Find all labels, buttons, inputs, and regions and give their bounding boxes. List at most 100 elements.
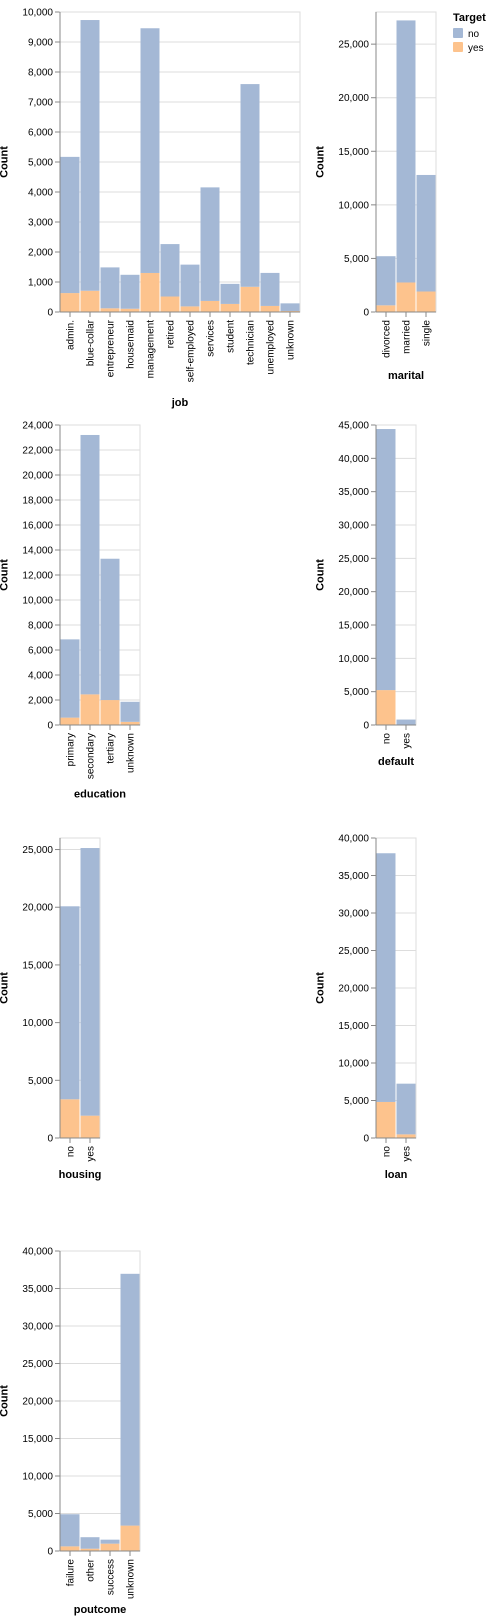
chart-loan-ytick-label: 5,000 (344, 1096, 369, 1107)
chart-poutcome-y-title: Count (0, 1385, 10, 1417)
chart-poutcome-bar-no (121, 1274, 140, 1526)
chart-education-ytick-label: 16,000 (22, 521, 53, 532)
chart-default-bar-no (377, 429, 396, 690)
chart-housing-ytick-label: 0 (47, 1134, 53, 1145)
chart-poutcome-bar-no (81, 1537, 100, 1548)
chart-education-xtick-label: primary (66, 733, 77, 766)
chart-job-xtick-label: management (146, 320, 157, 379)
chart-marital-ytick-label: 20,000 (338, 93, 369, 104)
chart-education-bar-no (61, 639, 80, 717)
chart-default-xtick-label: yes (402, 733, 413, 749)
chart-default-y-title: Count (314, 559, 326, 591)
chart-education-bar-no (81, 435, 100, 694)
chart-education-y-title: Count (0, 559, 10, 591)
chart-marital-xtick-label: divorced (382, 320, 393, 358)
chart-default-ytick-label: 25,000 (338, 554, 369, 565)
chart-default-xtick-label: no (382, 733, 393, 745)
chart-job-ytick-label: 1,000 (28, 278, 53, 289)
chart-loan-x-title: loan (385, 1169, 408, 1181)
chart-poutcome-xtick-label: success (106, 1559, 117, 1595)
chart-marital: 0 5,000 10,000 15,000 20,000 25,000 divorced ma… (314, 12, 436, 382)
chart-loan-xtick-label: yes (402, 1146, 413, 1162)
chart-poutcome-ytick-label: 25,000 (22, 1359, 53, 1370)
chart-job-ytick-label: 8,000 (28, 68, 53, 79)
chart-poutcome-ytick-label: 35,000 (22, 1284, 53, 1295)
chart-job-xtick-label: unknown (286, 320, 297, 360)
chart-default-ytick-label: 30,000 (338, 521, 369, 532)
chart-marital-bar-yes (377, 305, 396, 312)
chart-marital-y-title: Count (314, 146, 326, 178)
chart-job-y-title: Count (0, 146, 10, 178)
chart-job-bar-no (221, 284, 240, 304)
chart-marital-ytick-label: 15,000 (338, 147, 369, 158)
chart-job-x-title: job (171, 397, 189, 409)
chart-housing-bar-yes (61, 1099, 80, 1138)
legend: Target no yes (453, 12, 486, 54)
chart-job-xtick-label: technician (246, 320, 257, 365)
chart-education-xtick-label: secondary (86, 733, 97, 779)
chart-job-xtick-label: self-employed (186, 320, 197, 382)
chart-job-bar-yes (101, 308, 120, 312)
chart-default-ytick-label: 35,000 (338, 487, 369, 498)
chart-job-xtick-label: retired (166, 320, 177, 348)
chart-default-ytick-label: 40,000 (338, 454, 369, 465)
chart-education-bar-yes (61, 718, 80, 725)
chart-job-xtick-label: housemaid (126, 320, 137, 369)
chart-poutcome-ytick-label: 0 (47, 1547, 53, 1558)
chart-education-bar-yes (101, 700, 120, 725)
chart-poutcome-bar-no (61, 1514, 80, 1546)
chart-loan-ytick-label: 25,000 (338, 946, 369, 957)
chart-housing-ytick-label: 25,000 (22, 845, 53, 856)
chart-loan-ytick-label: 35,000 (338, 871, 369, 882)
chart-housing-xtick-label: no (66, 1146, 77, 1158)
chart-education-ytick-label: 0 (47, 721, 53, 732)
chart-marital-bar-yes (397, 282, 416, 312)
chart-job-xtick-label: services (206, 320, 217, 357)
chart-poutcome-x-title: poutcome (74, 1604, 127, 1616)
chart-loan-ytick-label: 40,000 (338, 834, 369, 845)
chart-job-bar-yes (221, 304, 240, 312)
chart-job-ytick-label: 6,000 (28, 128, 53, 139)
chart-loan-ytick-label: 20,000 (338, 984, 369, 995)
legend-swatch-no (453, 28, 463, 38)
chart-job-bar-yes (201, 301, 220, 312)
chart-marital-bar-no (397, 20, 416, 282)
chart-loan-bar-no (377, 853, 396, 1102)
chart-job-xtick-label: blue-collar (86, 319, 97, 366)
chart-housing-ytick-label: 20,000 (22, 903, 53, 914)
chart-housing-bar-no (81, 848, 100, 1116)
chart-job-bar-no (181, 265, 200, 307)
chart-poutcome-xtick-label: other (86, 1558, 97, 1581)
chart-education-ytick-label: 2,000 (28, 696, 53, 707)
chart-job-ytick-label: 3,000 (28, 218, 53, 229)
chart-education-ytick-label: 6,000 (28, 646, 53, 657)
legend-label-no: no (468, 29, 480, 40)
chart-poutcome-xtick-label: failure (66, 1559, 77, 1587)
chart-marital-ytick-label: 10,000 (338, 200, 369, 211)
chart-marital-bar-yes (417, 292, 436, 312)
chart-job-bar-no (261, 273, 280, 306)
chart-housing-ytick-label: 5,000 (28, 1076, 53, 1087)
chart-education-ytick-label: 12,000 (22, 571, 53, 582)
chart-poutcome-xtick-label: unknown (126, 1559, 137, 1599)
chart-marital-ytick-label: 5,000 (344, 254, 369, 265)
chart-poutcome-ytick-label: 20,000 (22, 1397, 53, 1408)
chart-default-x-title: default (378, 756, 414, 768)
chart-default-ytick-label: 0 (363, 721, 369, 732)
chart-housing-bar-no (61, 906, 80, 1099)
chart-marital-bar-no (377, 256, 396, 305)
chart-loan-ytick-label: 30,000 (338, 909, 369, 920)
chart-job-ytick-label: 10,000 (22, 8, 53, 19)
chart-education: 0 2,000 4,000 6,000 8,000 10,000 12,000 14,000 1… (0, 421, 140, 801)
chart-poutcome-bar-yes (121, 1526, 140, 1551)
chart-marital-xtick-label: married (402, 320, 413, 354)
chart-poutcome-bar-no (101, 1540, 120, 1544)
chart-housing-ytick-label: 15,000 (22, 960, 53, 971)
chart-job-ytick-label: 2,000 (28, 248, 53, 259)
chart-education-bar-yes (81, 694, 100, 725)
chart-default-ytick-label: 45,000 (338, 421, 369, 432)
chart-education-bar-no (121, 702, 140, 722)
chart-loan-ytick-label: 15,000 (338, 1021, 369, 1032)
chart-job-ytick-label: 0 (47, 308, 53, 319)
